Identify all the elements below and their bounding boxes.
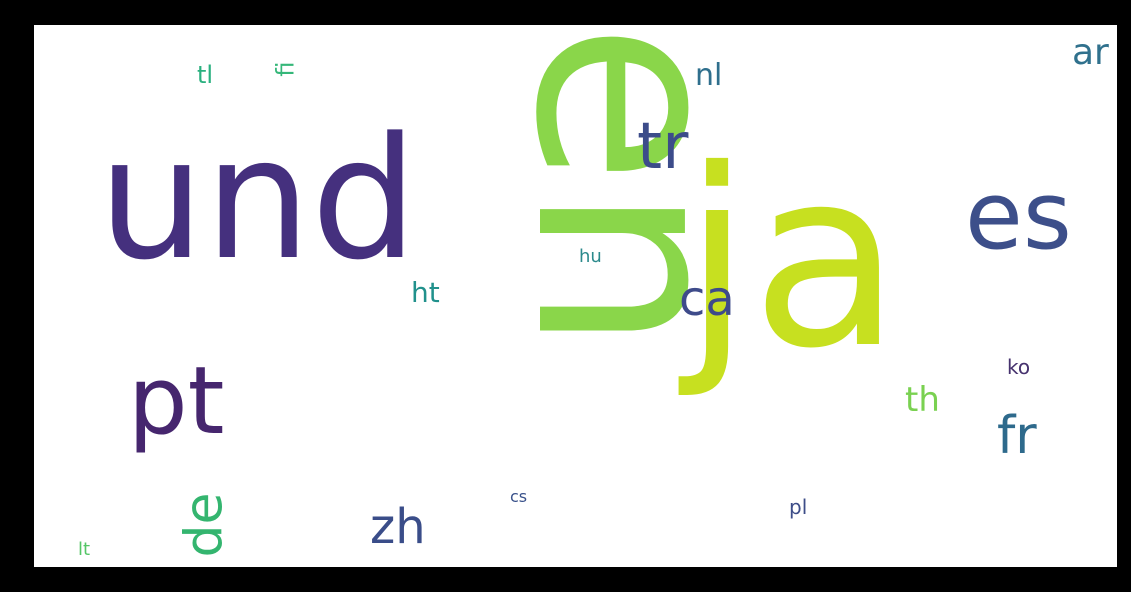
word-pl: pl [789,495,808,519]
word-lt: lt [78,539,91,560]
word-nl: nl [695,58,723,93]
word-ko: ko [1007,355,1031,379]
word-hu: hu [579,246,602,267]
word-ar: ar [1072,32,1109,73]
word-ja: ja [683,117,902,402]
word-cloud: en und ja es pt tr ca fr zh de ar nl th … [34,25,1117,567]
word-es: es [965,162,1072,271]
word-cs: cs [510,487,528,506]
word-zh: zh [370,499,426,555]
word-und: und [98,101,418,297]
word-ht: ht [411,276,440,309]
word-ca: ca [679,271,735,327]
word-fi: fi [271,61,300,77]
word-fr: fr [997,406,1037,466]
word-tl: tl [197,61,214,89]
word-de: de [174,492,235,558]
word-th: th [905,380,940,420]
word-pt: pt [128,347,225,456]
word-tr: tr [637,110,689,184]
